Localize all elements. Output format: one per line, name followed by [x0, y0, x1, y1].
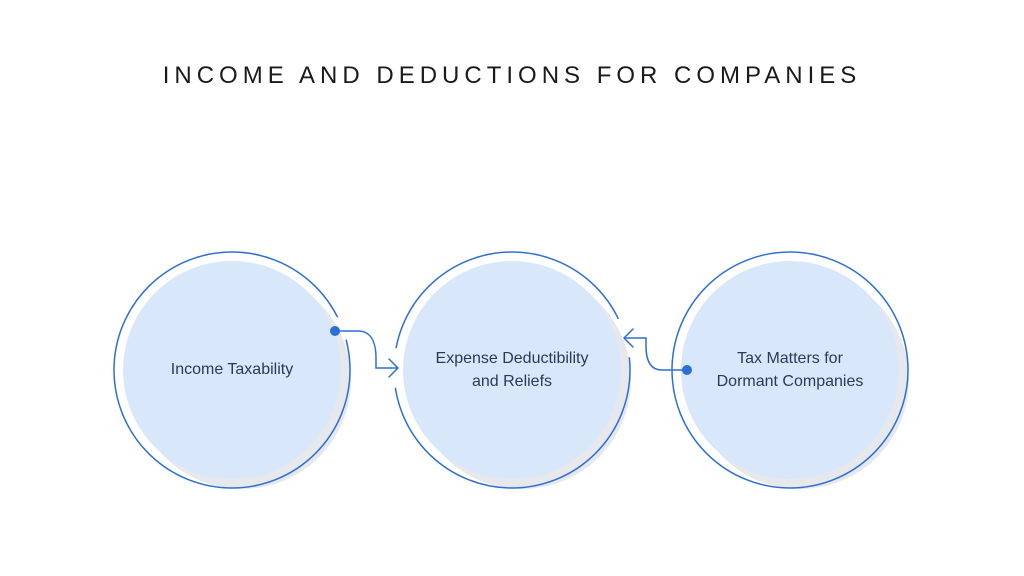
arrow-left-icon — [624, 329, 633, 347]
page-title: INCOME AND DEDUCTIONS FOR COMPANIES — [0, 62, 1024, 90]
connector-path — [335, 331, 398, 368]
diagram-canvas: INCOME AND DEDUCTIONS FOR COMPANIES — [0, 0, 1024, 576]
circle-label: Income Taxability — [123, 261, 341, 479]
circle-node: Income Taxability — [123, 261, 341, 479]
circle-node: Expense Deductibility and Reliefs — [403, 261, 621, 479]
connector-path — [624, 338, 687, 370]
circle-label: Expense Deductibility and Reliefs — [403, 261, 621, 479]
arrow-right-icon — [389, 359, 398, 377]
circle-label: Tax Matters for Dormant Companies — [681, 261, 899, 479]
circle-node: Tax Matters for Dormant Companies — [681, 261, 899, 479]
